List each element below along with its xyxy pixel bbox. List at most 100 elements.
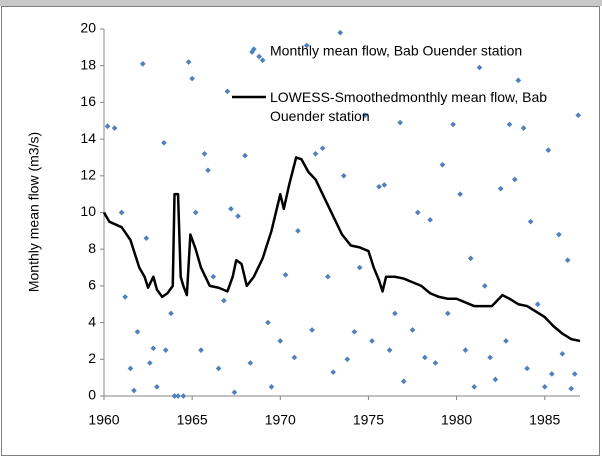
y-tick-label: 0 (88, 387, 96, 403)
x-tick-label: 1960 (88, 412, 119, 428)
scatter-point (185, 59, 192, 65)
scatter-point (444, 310, 451, 317)
scatter-point (131, 387, 137, 394)
scatter-point (476, 64, 483, 71)
scatter-point (481, 283, 488, 289)
scatter-point (340, 172, 347, 179)
scatter-point (471, 383, 478, 390)
scatter-point (330, 369, 337, 375)
scatter-point (171, 393, 178, 399)
scatter-point (150, 345, 157, 352)
scatter-point (134, 328, 141, 335)
scatter-point (548, 371, 555, 377)
scatter-point (312, 150, 319, 157)
scatter-point (409, 327, 416, 333)
legend-label: LOWESS-Smoothedmonthly mean flow, Bab Ou… (270, 89, 548, 124)
scatter-point (221, 297, 227, 304)
scatter-point (104, 123, 111, 130)
scatter-point (506, 121, 513, 128)
scatter-point (503, 338, 509, 344)
y-tick-label: 8 (88, 240, 96, 256)
y-tick-label: 4 (88, 313, 96, 329)
scatter-point (228, 206, 234, 212)
scatter-point (381, 182, 388, 188)
scatter-point (168, 310, 174, 317)
scatter-point (397, 119, 404, 126)
chart-border (1, 6, 600, 456)
x-tick-label: 1965 (177, 412, 208, 428)
scatter-point (524, 365, 530, 372)
scatter-point (256, 53, 262, 60)
y-tick-label: 10 (80, 203, 96, 219)
scatter-point (356, 264, 363, 271)
scatter-point (265, 319, 271, 326)
scatter-point (337, 29, 344, 36)
scatter-point (192, 209, 199, 216)
scatter-point (235, 213, 241, 219)
lowess-line (102, 156, 581, 343)
scatter-point (520, 125, 527, 131)
scatter-point (325, 273, 331, 280)
scatter-point (386, 347, 393, 353)
scatter-point (457, 191, 463, 197)
scatter-point (462, 347, 469, 353)
scatter-point (439, 161, 446, 168)
scatter-point (497, 185, 504, 192)
scatter-point (189, 75, 195, 82)
scatter-point (295, 228, 301, 234)
scatter-point (180, 393, 187, 399)
y-axis-label: Monthly mean flow (m3/s) (26, 132, 42, 292)
scatter-point (268, 383, 275, 390)
scatter-point (127, 365, 134, 372)
scatter-point (259, 57, 266, 64)
scatter-point (450, 121, 456, 128)
y-tick-label: 18 (80, 56, 96, 72)
y-tick-label: 2 (88, 350, 96, 366)
x-tick-label: 1975 (353, 412, 384, 428)
scatter-point (351, 328, 358, 335)
scatter-point (319, 145, 326, 152)
scatter-point (559, 350, 566, 357)
x-tick-label: 1980 (441, 412, 472, 428)
scatter-point (571, 371, 578, 377)
scatter-point (369, 338, 375, 344)
scatter-point (147, 360, 153, 366)
scatter-point (534, 301, 541, 308)
x-tick-label: 1970 (265, 412, 296, 428)
scatter-point (282, 272, 289, 278)
scatter-point (231, 389, 238, 396)
scatter-point (309, 327, 315, 333)
scatter-point (122, 294, 128, 300)
scatter-point (467, 255, 474, 262)
scatter-point (511, 176, 518, 183)
scatter-point (162, 347, 169, 353)
x-tick-label: 1985 (529, 412, 560, 428)
scatter-point (277, 338, 284, 344)
scatter-point (161, 139, 167, 146)
scatter-point (111, 125, 118, 131)
scatter-point (201, 150, 208, 157)
scatter-point (210, 273, 217, 280)
scatter-point (175, 393, 181, 399)
scatter-point (362, 112, 368, 119)
scatter-point (414, 209, 421, 216)
scatter-point (556, 231, 562, 238)
scatter-point (392, 310, 398, 317)
scatter-point (545, 147, 552, 153)
legend-label: Monthly mean flow, Bab Ouender station (270, 43, 522, 59)
scatter-point (564, 257, 571, 264)
y-tick-label: 20 (80, 20, 96, 36)
y-tick-label: 6 (88, 277, 96, 293)
scatter-point (515, 77, 522, 84)
scatter-point (575, 112, 582, 119)
scatter-point (215, 365, 222, 372)
scatter-point (344, 356, 351, 363)
scatter-point (247, 360, 254, 366)
scatter-point (376, 183, 382, 190)
scatter-point (154, 383, 160, 390)
scatter-point (205, 167, 211, 174)
scatter-point (224, 88, 231, 95)
y-tick-label: 12 (80, 167, 96, 183)
